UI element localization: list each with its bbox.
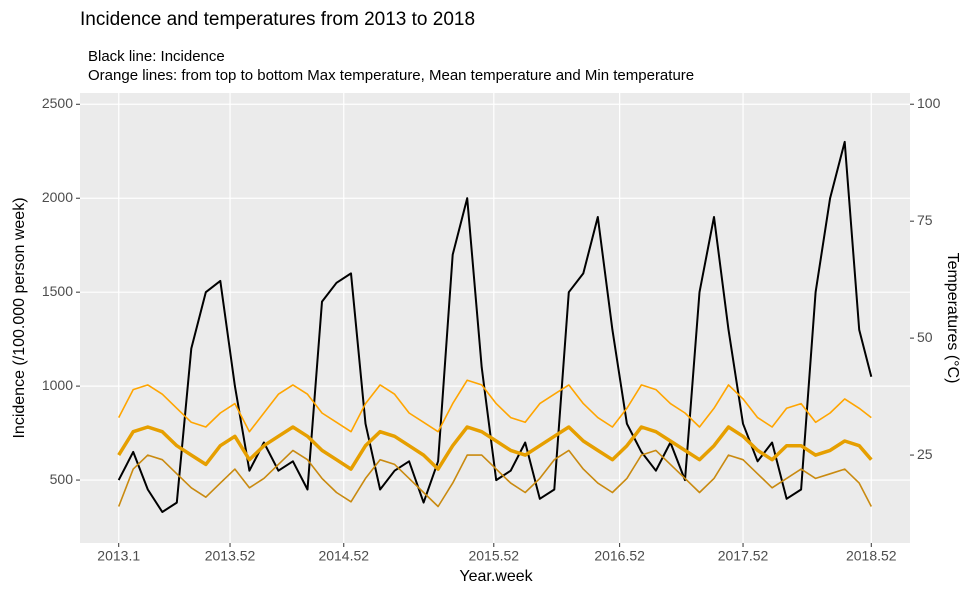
x-tick-label: 2013.52 [205,548,256,564]
y-tick-label: 1500 [42,283,73,299]
y2-tick-label: 50 [917,329,933,345]
y2-tick-label: 75 [917,212,933,228]
series-line [117,449,873,508]
x-axis-title: Year.week [459,568,533,585]
chart-subtitle: Black line: Incidence [88,48,225,65]
chart-subtitle: Orange lines: from top to bottom Max tem… [88,67,694,84]
y2-tick-label: 25 [917,446,933,462]
x-tick-label: 2017.52 [718,548,769,564]
chart-title: Incidence and temperatures from 2013 to … [80,9,475,30]
y-axis-title: Incidence (/100.000 person week) [11,197,28,438]
y-tick-label: 2000 [42,189,73,205]
x-tick-label: 2013.1 [97,548,140,564]
y2-tick-label: 100 [917,95,941,111]
series-line [117,425,873,471]
x-tick-label: 2014.52 [318,548,369,564]
series-line [117,379,872,433]
y-tick-label: 1000 [42,377,73,393]
x-tick-label: 2016.52 [594,548,645,564]
y2-axis-title: Temperatures (°C) [944,253,961,384]
x-tick-label: 2015.52 [468,548,519,564]
x-tick-label: 2018.52 [846,548,897,564]
y-tick-label: 2500 [42,95,73,111]
y-tick-label: 500 [50,471,74,487]
series-line [117,140,873,513]
